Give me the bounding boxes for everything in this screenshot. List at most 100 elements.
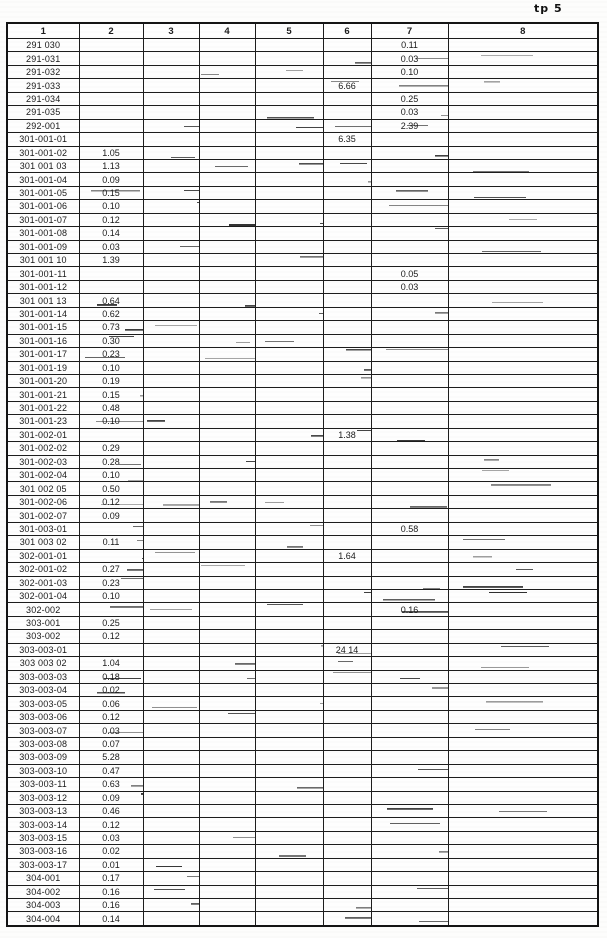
value-cell <box>322 347 372 362</box>
value-cell <box>254 615 324 631</box>
value-cell <box>447 266 599 281</box>
code-cell: 292-001 <box>6 118 80 134</box>
code-cell: 301-001-20 <box>6 373 80 389</box>
value-cell <box>447 481 599 496</box>
value-cell <box>254 763 324 779</box>
value-cell <box>198 857 256 873</box>
value-cell: 0.02 <box>78 682 144 698</box>
value-cell <box>447 682 599 698</box>
value-cell <box>370 320 449 335</box>
value-cell <box>370 441 449 456</box>
value-cell <box>447 790 599 805</box>
table-row: 304-004 0.14 <box>6 911 599 927</box>
value-cell <box>254 454 324 470</box>
value-cell <box>447 105 599 120</box>
value-cell <box>254 682 324 698</box>
value-cell <box>322 763 372 779</box>
value-cell: 0.03 <box>78 830 144 846</box>
value-cell <box>198 548 256 564</box>
value-cell <box>370 347 449 362</box>
value-cell: 0.29 <box>78 441 144 456</box>
table-row: 302-002 0.16 <box>6 602 599 617</box>
value-cell <box>78 266 144 281</box>
value-cell: 0.15 <box>78 185 144 201</box>
value-cell <box>254 118 324 134</box>
value-cell <box>142 400 200 416</box>
table-row: 301 001 13 0.64 <box>6 293 599 308</box>
value-cell <box>322 494 372 510</box>
code-cell: 301-001-21 <box>6 387 80 402</box>
table-row: 302-001-01 1.64 <box>6 548 599 564</box>
value-cell <box>447 777 599 792</box>
value-cell <box>142 105 200 120</box>
table-row: 301 002 05 0.50 <box>6 481 599 496</box>
value-cell <box>447 145 599 160</box>
table-row: 291-033 6.66 <box>6 78 599 93</box>
value-cell: 0.06 <box>78 696 144 711</box>
code-cell: 303-003-17 <box>6 857 80 873</box>
value-cell <box>370 884 449 900</box>
value-cell <box>254 656 324 671</box>
value-cell <box>322 400 372 416</box>
value-cell <box>447 306 599 322</box>
value-cell <box>142 91 200 107</box>
column-header: 7 <box>370 22 449 39</box>
value-cell <box>254 226 324 241</box>
value-cell <box>254 830 324 846</box>
value-cell <box>322 750 372 765</box>
value-cell <box>322 656 372 671</box>
value-cell <box>370 306 449 322</box>
value-cell <box>198 454 256 470</box>
value-cell: 0.23 <box>78 575 144 590</box>
value-cell <box>142 239 200 255</box>
value-cell <box>322 723 372 738</box>
code-cell: 301-002-06 <box>6 494 80 510</box>
table-row: 301-001-16 0.30 <box>6 333 599 349</box>
value-cell: 0.10 <box>78 588 144 604</box>
value-cell: 0.03 <box>370 51 449 66</box>
value-cell <box>447 656 599 671</box>
value-cell <box>322 602 372 617</box>
value-cell <box>447 588 599 604</box>
value-cell: 0.14 <box>78 226 144 241</box>
column-header: 5 <box>254 22 324 39</box>
value-cell <box>78 78 144 93</box>
value-cell <box>447 521 599 537</box>
value-cell <box>198 158 256 174</box>
value-cell: 0.14 <box>78 911 144 927</box>
value-cell <box>447 37 599 53</box>
value-cell <box>322 118 372 134</box>
value-cell <box>447 642 599 658</box>
value-cell: 0.12 <box>78 494 144 510</box>
value-cell <box>447 333 599 349</box>
value-cell <box>142 78 200 93</box>
table-row: 301 001 10 1.39 <box>6 252 599 268</box>
value-cell <box>198 78 256 93</box>
value-cell <box>447 669 599 685</box>
value-cell <box>142 588 200 604</box>
value-cell <box>142 320 200 335</box>
value-cell <box>78 91 144 107</box>
value-cell <box>254 105 324 120</box>
value-cell <box>142 306 200 322</box>
value-cell <box>198 494 256 510</box>
value-cell <box>198 521 256 537</box>
value-cell <box>198 91 256 107</box>
value-cell <box>198 145 256 160</box>
value-cell <box>254 508 324 523</box>
table-row: 303 003 02 1.04 <box>6 656 599 671</box>
value-cell <box>254 871 324 886</box>
value-cell <box>142 709 200 725</box>
value-cell <box>322 158 372 174</box>
value-cell <box>142 682 200 698</box>
value-cell <box>198 669 256 685</box>
value-cell <box>254 884 324 900</box>
code-cell: 301-002-01 <box>6 427 80 443</box>
table-row: 301-001-15 0.73 <box>6 320 599 335</box>
value-cell: 0.16 <box>78 897 144 913</box>
value-cell <box>198 736 256 752</box>
value-cell <box>142 897 200 913</box>
value-cell <box>142 252 200 268</box>
